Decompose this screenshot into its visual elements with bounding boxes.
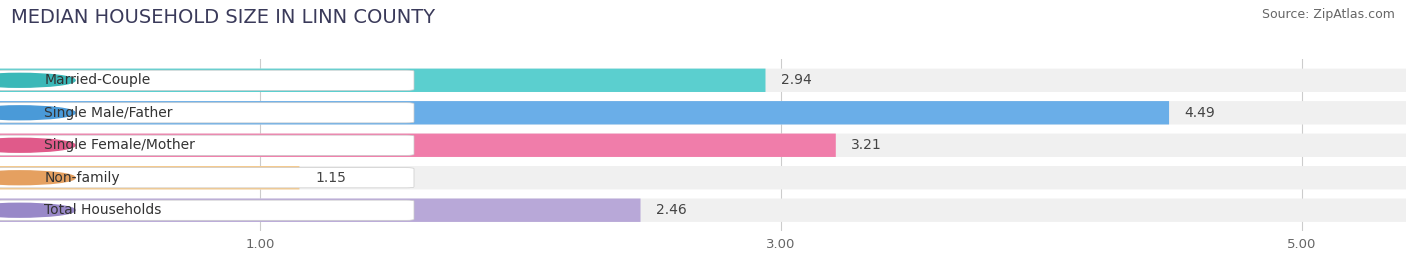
Text: 1.15: 1.15 [315, 171, 346, 185]
FancyBboxPatch shape [0, 69, 765, 92]
FancyBboxPatch shape [0, 135, 413, 155]
FancyBboxPatch shape [0, 199, 1406, 222]
FancyBboxPatch shape [0, 69, 1406, 92]
Circle shape [0, 73, 75, 87]
Text: Single Male/Father: Single Male/Father [44, 106, 173, 120]
Text: 4.49: 4.49 [1185, 106, 1215, 120]
Text: 2.94: 2.94 [782, 73, 811, 87]
Text: 2.46: 2.46 [657, 203, 688, 217]
FancyBboxPatch shape [0, 101, 1168, 125]
Text: MEDIAN HOUSEHOLD SIZE IN LINN COUNTY: MEDIAN HOUSEHOLD SIZE IN LINN COUNTY [11, 8, 436, 27]
FancyBboxPatch shape [0, 134, 835, 157]
FancyBboxPatch shape [0, 103, 413, 123]
Text: Source: ZipAtlas.com: Source: ZipAtlas.com [1261, 8, 1395, 21]
Text: 3.21: 3.21 [852, 138, 882, 152]
Text: Married-Couple: Married-Couple [44, 73, 150, 87]
Circle shape [0, 203, 75, 217]
FancyBboxPatch shape [0, 166, 1406, 189]
FancyBboxPatch shape [0, 101, 1406, 125]
FancyBboxPatch shape [0, 199, 641, 222]
FancyBboxPatch shape [0, 70, 413, 90]
FancyBboxPatch shape [0, 200, 413, 220]
Circle shape [0, 106, 75, 120]
Circle shape [0, 171, 75, 185]
FancyBboxPatch shape [0, 166, 299, 189]
Text: Non-family: Non-family [44, 171, 120, 185]
Text: Single Female/Mother: Single Female/Mother [44, 138, 195, 152]
Text: Total Households: Total Households [44, 203, 162, 217]
FancyBboxPatch shape [0, 134, 1406, 157]
Circle shape [0, 138, 75, 152]
FancyBboxPatch shape [0, 168, 413, 188]
